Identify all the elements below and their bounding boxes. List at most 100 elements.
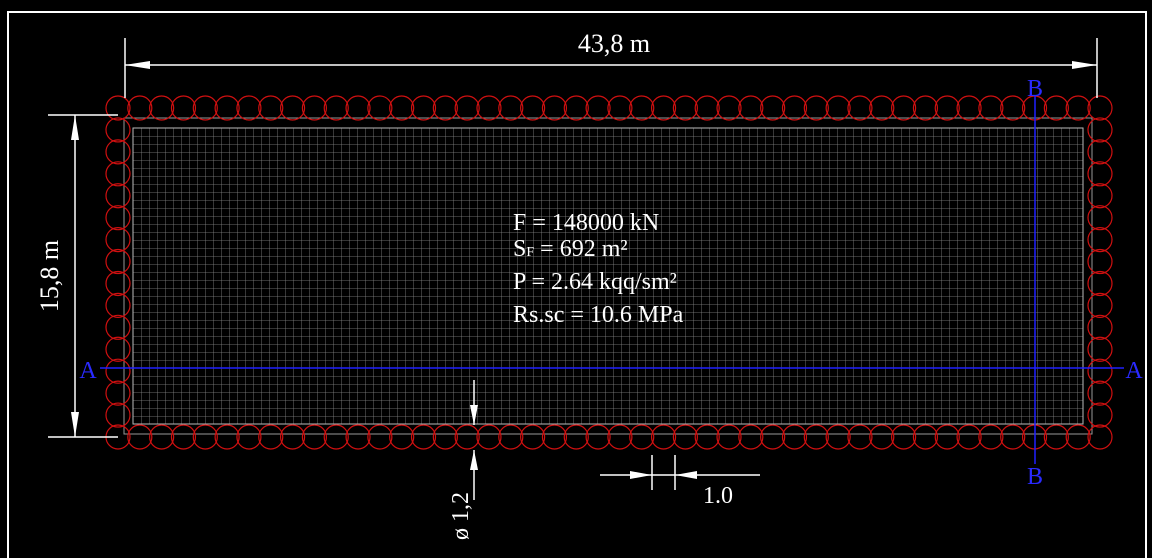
pile: [236, 95, 262, 121]
pile: [170, 424, 197, 450]
pile: [301, 95, 327, 121]
pile: [978, 95, 1004, 121]
pile: [105, 117, 131, 143]
pile: [869, 95, 895, 121]
pile: [607, 95, 633, 121]
pile: [1087, 117, 1113, 143]
pile: [1087, 139, 1113, 165]
pile: [1087, 424, 1113, 450]
pile: [1065, 95, 1091, 121]
pile: [454, 95, 480, 121]
pile: [214, 424, 240, 450]
pile: [541, 95, 568, 121]
pile: [934, 424, 960, 450]
section-label: B: [1027, 464, 1043, 490]
pile: [432, 95, 458, 121]
pile: [367, 424, 393, 450]
pile: [1087, 227, 1113, 253]
pile: [890, 424, 917, 450]
pile: [1000, 95, 1026, 121]
pile: [781, 424, 808, 450]
pile: [105, 314, 131, 340]
pile: [956, 95, 982, 121]
section-label: A: [79, 358, 97, 384]
pile: [476, 95, 502, 121]
pile: [650, 95, 677, 121]
pile: [1043, 424, 1069, 450]
pile: [192, 95, 218, 121]
pile: [781, 95, 808, 121]
pile: [1065, 424, 1091, 450]
pile: [258, 95, 284, 121]
pile: [498, 424, 524, 450]
pile: [934, 95, 960, 121]
pile: [1087, 314, 1113, 340]
note-area-rest: = 692 m²: [534, 236, 627, 262]
pile: [541, 424, 568, 450]
note-area: SF = 692 m²: [513, 236, 628, 262]
pile: [105, 270, 131, 297]
pile: [738, 424, 764, 450]
pile: [1087, 380, 1113, 406]
note-area-symbol: S: [513, 236, 526, 262]
pile: [127, 424, 153, 450]
pile: [1000, 424, 1026, 450]
note-area-subscript: F: [526, 245, 534, 260]
pile: [105, 402, 131, 428]
pile: [323, 424, 349, 450]
pile: [520, 424, 546, 450]
pile: [563, 95, 589, 121]
pile: [978, 424, 1004, 450]
pile: [1087, 205, 1113, 231]
pile: [149, 95, 175, 121]
pile: [1087, 292, 1113, 318]
pile: [803, 95, 829, 121]
pile: [105, 380, 131, 406]
pile: [170, 95, 197, 121]
pile: [563, 424, 589, 450]
pile: [410, 95, 437, 121]
pile: [760, 424, 786, 450]
pile: [214, 95, 240, 121]
pile: [956, 424, 982, 450]
width-dimension: 15,8 m: [35, 114, 118, 438]
pile: [847, 95, 873, 121]
pile: [105, 95, 131, 121]
pile: [1087, 358, 1113, 384]
pile: [498, 95, 524, 121]
notes: F = 148000 kN SF = 692 m² P = 2.64 kqq/s…: [513, 210, 684, 328]
pile: [694, 424, 720, 450]
pile: [105, 358, 131, 384]
pile: [716, 424, 742, 450]
spacing-dimension: 1.0: [600, 455, 760, 509]
section-label: A: [1125, 358, 1143, 384]
pile: [432, 424, 458, 450]
pile: [738, 95, 764, 121]
pile: [1087, 183, 1113, 209]
length-label: 43,8 m: [578, 29, 650, 58]
pile: [389, 424, 415, 450]
pile: [847, 424, 873, 450]
note-force: F = 148000 kN: [513, 210, 659, 236]
piles: [105, 95, 1113, 450]
pile: [650, 424, 677, 450]
pile: [127, 95, 153, 121]
diameter-dimension: ø 1,2: [448, 380, 478, 540]
pile: [716, 95, 742, 121]
note-strength: Rs.sc = 10.6 MPa: [513, 302, 684, 328]
section-lines: A A B B: [79, 76, 1143, 490]
pile: [389, 95, 415, 121]
pile: [323, 95, 349, 121]
pile: [803, 424, 829, 450]
pile: [301, 424, 327, 450]
pile: [105, 139, 131, 165]
spacing-label: 1.0: [703, 483, 733, 509]
pile: [607, 424, 633, 450]
pile: [760, 95, 786, 121]
pile: [149, 424, 175, 450]
pile: [345, 424, 371, 450]
pile: [105, 227, 131, 253]
pile: [105, 205, 131, 231]
pile: [367, 95, 393, 121]
